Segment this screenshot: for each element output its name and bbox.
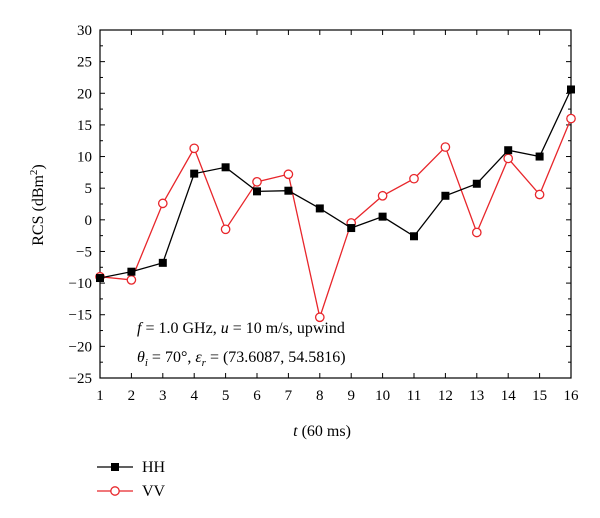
data-point-vv <box>220 224 231 235</box>
annotation-theta-sub: i <box>145 357 148 369</box>
data-point-hh <box>347 224 356 233</box>
y-tick-label: 10 <box>77 150 92 166</box>
annotation-theta-eq: = 70°, <box>148 349 195 366</box>
annotation-f-var: f <box>137 320 144 337</box>
x-axis-ticks: 1 2 3 4 5 6 7 8 9 10 11 12 13 14 15 16 <box>96 30 579 404</box>
x-tick-label: 7 <box>285 388 293 404</box>
annotation-eps-var: ε <box>195 349 202 366</box>
y-tick-label: −5 <box>76 244 92 260</box>
x-tick-label: 6 <box>253 388 261 404</box>
y-tick-label: −10 <box>69 276 92 292</box>
legend-label-hh: HH <box>142 459 166 476</box>
data-point-vv <box>566 113 576 124</box>
y-tick-label: 25 <box>77 55 92 71</box>
data-point-vv <box>252 177 262 187</box>
data-point-vv <box>157 198 168 209</box>
x-tick-label: 5 <box>222 388 230 404</box>
y-tick-label: −15 <box>69 308 92 324</box>
x-tick-label: 11 <box>407 388 421 404</box>
data-point-hh <box>472 179 481 188</box>
y-axis-label-sup: 2 <box>28 170 40 176</box>
series-layer <box>95 85 576 323</box>
data-point-vv <box>471 227 482 238</box>
series-line-hh <box>99 89 572 279</box>
y-tick-label: 30 <box>77 23 92 39</box>
data-point-vv <box>283 169 294 180</box>
annotation-line-1: f = 1.0 GHz, u = 10 m/s, upwind <box>137 320 345 337</box>
y-axis-label: RCS (dBm2) <box>28 164 47 246</box>
y-tick-label: 5 <box>85 181 93 197</box>
data-point-vv <box>440 142 451 152</box>
x-axis-label-unit: (60 ms) <box>298 423 351 440</box>
x-tick-label: 9 <box>347 388 355 404</box>
data-point-vv <box>503 153 514 164</box>
data-point-vv <box>409 173 419 184</box>
data-point-vv <box>314 312 325 323</box>
y-axis-label-main: RCS (dBm <box>30 175 47 246</box>
legend-item-hh: HH <box>97 459 166 476</box>
data-point-hh <box>158 258 167 267</box>
x-tick-label: 3 <box>159 388 167 404</box>
data-point-hh <box>284 186 293 195</box>
series-line-vv <box>99 118 572 320</box>
data-point-hh <box>127 267 136 276</box>
x-tick-label: 14 <box>501 388 517 404</box>
data-point-hh <box>253 187 261 196</box>
annotation-u-eq: = 10 m/s, upwind <box>229 320 345 337</box>
data-point-hh <box>410 232 418 241</box>
annotation-theta-var: θ <box>137 349 145 366</box>
data-point-hh <box>535 152 544 161</box>
x-tick-label: 16 <box>564 388 580 404</box>
y-tick-label: 15 <box>77 118 92 134</box>
legend-marker-vv <box>110 486 120 496</box>
data-point-hh <box>441 191 450 200</box>
data-point-vv <box>377 190 388 201</box>
data-point-vv <box>534 189 545 200</box>
y-tick-label: 20 <box>77 86 92 102</box>
y-axis-ticks: 30 25 20 15 10 5 0 −5 −10 −15 −20 −25 <box>69 23 571 387</box>
data-point-hh <box>504 146 513 155</box>
annotation-eps-sub: r <box>202 357 207 369</box>
annotation-u-var: u <box>221 320 229 337</box>
data-point-vv <box>189 143 200 154</box>
data-point-hh <box>190 169 199 178</box>
x-tick-label: 10 <box>375 388 390 404</box>
data-point-hh <box>315 204 324 213</box>
x-tick-label: 2 <box>128 388 136 404</box>
x-tick-label: 12 <box>438 388 453 404</box>
legend-item-vv: VV <box>97 483 166 500</box>
annotation-eps-eq: = (73.6087, 54.5816) <box>206 349 346 366</box>
x-tick-label: 13 <box>469 388 484 404</box>
x-tick-label: 1 <box>96 388 104 404</box>
legend-label-vv: VV <box>142 483 166 500</box>
data-point-hh <box>96 274 104 283</box>
series-hh <box>96 85 575 283</box>
x-tick-label: 8 <box>316 388 324 404</box>
x-tick-label: 15 <box>532 388 547 404</box>
y-tick-label: −25 <box>69 371 92 387</box>
x-tick-label: 4 <box>190 388 198 404</box>
legend: HH VV <box>97 459 166 500</box>
y-axis-label-close: ) <box>30 164 47 169</box>
x-axis-label: t (60 ms) <box>293 423 351 440</box>
data-point-hh <box>567 85 575 94</box>
data-point-vv <box>126 275 137 285</box>
y-tick-label: −20 <box>69 339 92 355</box>
data-point-hh <box>378 212 387 221</box>
annotation-line-2: θi = 70°, εr = (73.6087, 54.5816) <box>137 349 346 369</box>
annotation-f-eq: = 1.0 GHz, <box>141 320 220 337</box>
y-tick-label: 0 <box>85 213 93 229</box>
x-axis-label-var: t <box>293 423 298 440</box>
data-point-hh <box>221 163 230 172</box>
legend-marker-hh <box>111 463 119 471</box>
